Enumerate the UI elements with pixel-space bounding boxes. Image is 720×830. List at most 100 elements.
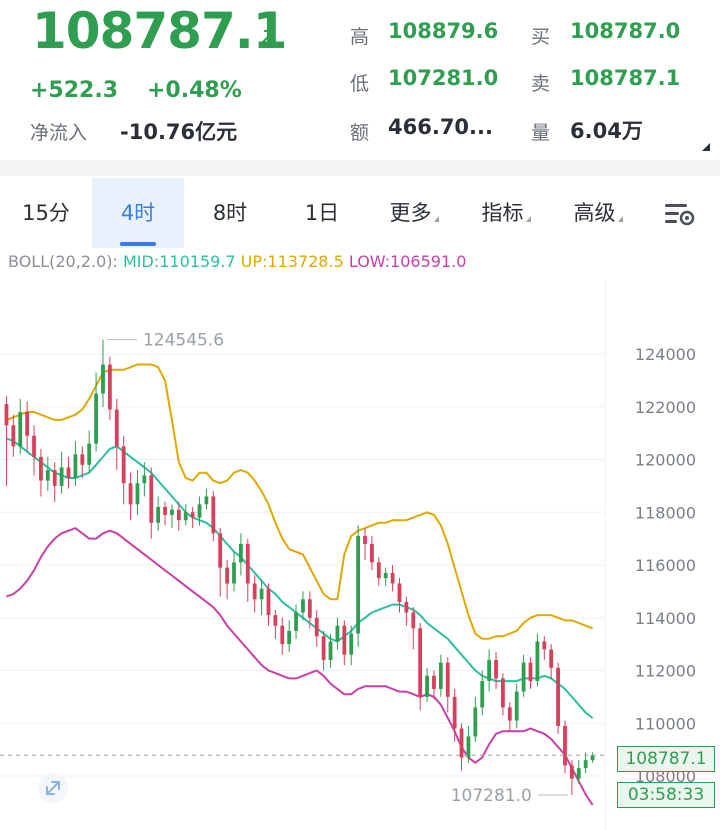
candle-body — [376, 562, 381, 579]
candle-body — [232, 562, 236, 584]
current-price-tag: 108787.1 — [617, 746, 715, 772]
price-change: +522.3 — [30, 78, 119, 103]
candle-body — [425, 675, 429, 697]
y-tick-label: 110000 — [635, 714, 696, 733]
candle-body — [176, 509, 181, 521]
y-tick-label: 120000 — [635, 451, 696, 470]
candle-body — [487, 659, 492, 682]
candle-body — [542, 641, 547, 650]
candle-body — [197, 504, 202, 518]
candle-body — [18, 412, 23, 447]
candle-body — [356, 535, 361, 634]
candle-body — [459, 728, 464, 758]
candle-body — [438, 662, 443, 689]
candle-body — [287, 630, 292, 645]
candle-body — [80, 454, 85, 465]
candle-body — [280, 625, 285, 645]
tab-more[interactable]: 更多 — [368, 178, 460, 248]
candle-body — [507, 707, 512, 721]
tab-label: 1日 — [304, 201, 340, 225]
candle-body — [307, 599, 312, 618]
y-tick-label: 114000 — [635, 609, 696, 628]
candle-body — [521, 662, 526, 692]
candle-body — [163, 506, 167, 515]
ask-label: 卖 — [531, 73, 551, 95]
lower-band-line — [6, 526, 594, 806]
high-label: 高 — [350, 26, 370, 48]
low-label: 低 — [350, 73, 370, 95]
candle-body — [4, 404, 9, 426]
bid-label: 买 — [531, 26, 551, 48]
y-tick-label: 122000 — [635, 398, 696, 417]
candle-body — [363, 535, 367, 544]
net-flow-label: 净流入 — [30, 122, 88, 144]
tab-advanced[interactable]: 高级 — [552, 178, 644, 248]
tab-indicators[interactable]: 指标 — [460, 178, 552, 248]
tab-label: 指标 — [481, 201, 524, 225]
candle-body — [121, 446, 126, 484]
volume-value: 6.04万 — [570, 119, 643, 143]
candle-body — [114, 409, 119, 447]
candle-body — [59, 467, 64, 486]
boll-indicator-legend: BOLL(20,2.0): MID:110159.7 UP:113728.5 L… — [8, 252, 466, 271]
chart-annotations: 124545.6 107281.0 — [0, 331, 605, 806]
candle-body — [494, 659, 498, 679]
amount-value: 466.70... — [388, 115, 493, 139]
tab-8hour[interactable]: 8时 — [184, 178, 276, 248]
candle-body — [321, 636, 326, 660]
candle-body — [190, 512, 195, 518]
candle-body — [156, 506, 161, 523]
candle-body — [170, 509, 174, 515]
y-axis-labels: 124000 122000 120000 118000 116000 114000 1120… — [635, 345, 696, 786]
candle-body — [335, 625, 340, 642]
min-price-label: 107281.0 — [451, 786, 532, 806]
candle-body — [238, 543, 243, 563]
high-value: 108879.6 — [388, 19, 499, 43]
tab-label: 更多 — [389, 201, 432, 225]
candle-body — [128, 483, 133, 505]
candle-body — [452, 696, 457, 729]
candle-body — [52, 470, 57, 486]
chart-settings-button[interactable] — [650, 178, 710, 248]
candle-body — [535, 641, 540, 682]
candle-body — [514, 691, 519, 721]
y-tick-label: 118000 — [635, 503, 696, 522]
candle-body — [563, 725, 567, 766]
fullscreen-button[interactable] — [38, 773, 68, 803]
boll-name: BOLL(20,2.0): — [8, 252, 118, 271]
candle-body — [466, 736, 471, 758]
candle-body — [252, 583, 257, 600]
candle-body — [556, 667, 560, 726]
tab-label: 高级 — [573, 201, 616, 225]
candle-body — [411, 612, 416, 629]
candle-body — [107, 364, 112, 410]
timeframe-tabs: 15分 4时 8时 1日 更多 指标 高级 — [0, 178, 720, 248]
candlestick-chart[interactable]: 124000 122000 120000 118000 116000 114000 1120… — [0, 280, 720, 830]
candle-body — [273, 615, 278, 626]
tab-1day[interactable]: 1日 — [276, 178, 368, 248]
candle-body — [590, 755, 595, 761]
candle-body — [66, 467, 71, 478]
candle-body — [328, 641, 333, 660]
candle-body — [370, 543, 374, 563]
candle-body — [480, 681, 485, 708]
tab-label: 15分 — [22, 201, 70, 225]
candle-body — [87, 443, 92, 465]
candle-body — [25, 412, 30, 436]
candle-body — [549, 649, 554, 668]
candle-body — [390, 572, 395, 584]
trend-up-arrow-icon — [259, 29, 276, 46]
candle-body — [569, 765, 574, 779]
expand-corner-icon[interactable] — [702, 143, 710, 151]
settings-list-icon — [665, 204, 695, 226]
last-price: 108787.1 — [32, 2, 288, 60]
tab-4hour[interactable]: 4时 — [92, 178, 184, 248]
y-tick-label: 112000 — [635, 662, 696, 681]
dropdown-triangle-icon — [525, 216, 531, 222]
tab-label: 8时 — [212, 201, 248, 225]
candle-body — [204, 496, 209, 505]
candle-body — [432, 675, 436, 689]
tab-15min[interactable]: 15分 — [0, 178, 92, 248]
candle-body — [11, 425, 16, 447]
tab-label: 4时 — [120, 201, 156, 225]
